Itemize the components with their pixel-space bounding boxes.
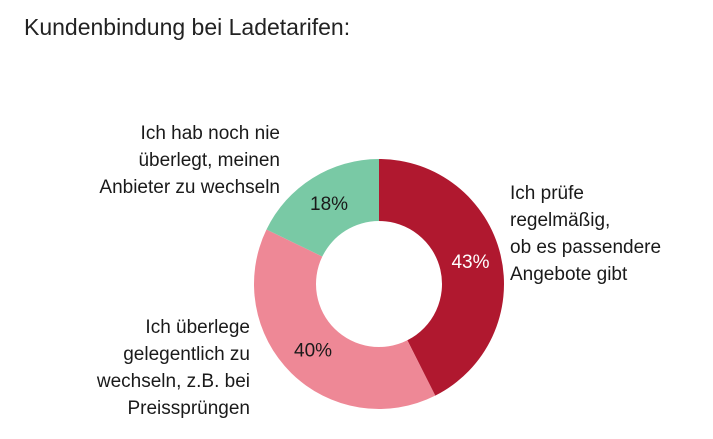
slice-occasional-switch	[253, 229, 436, 410]
slice-never-considered	[266, 159, 379, 257]
chart-title: Kundenbindung bei Ladetarifen:	[24, 14, 351, 40]
slice-label-occasional-switch: Ich überlege gelegentlich zu wechseln, z…	[96, 317, 250, 419]
slice-regular-check	[379, 159, 504, 396]
slice-label-regular-check: Ich prüfe regelmäßig, ob es passendere A…	[510, 183, 662, 285]
value-label-occasional-switch: 40%	[294, 340, 332, 361]
value-label-regular-check: 43%	[451, 252, 489, 273]
slice-label-never-considered: Ich hab noch nie überlegt, meinen Anbiet…	[99, 123, 280, 198]
value-label-never-considered: 18%	[310, 194, 348, 215]
